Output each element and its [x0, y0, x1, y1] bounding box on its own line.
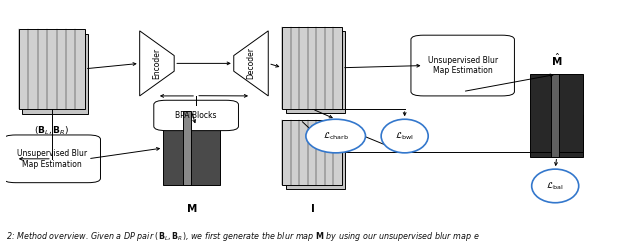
- Text: $\hat{\mathbf{I}}$: $\hat{\mathbf{I}}$: [309, 124, 316, 141]
- Text: $\mathbf{M}$: $\mathbf{M}$: [186, 202, 197, 214]
- Text: Decoder: Decoder: [246, 47, 255, 79]
- Ellipse shape: [532, 169, 579, 203]
- Text: $(\mathbf{B}_L, \mathbf{B}_R)$: $(\mathbf{B}_L, \mathbf{B}_R)$: [35, 124, 70, 137]
- Text: $\mathcal{L}_{\mathrm{charb}}$: $\mathcal{L}_{\mathrm{charb}}$: [323, 130, 349, 142]
- FancyBboxPatch shape: [183, 111, 191, 185]
- Ellipse shape: [381, 119, 428, 153]
- FancyBboxPatch shape: [19, 29, 85, 109]
- Text: $\hat{\mathbf{M}}$: $\hat{\mathbf{M}}$: [551, 51, 563, 68]
- Text: Unsupervised Blur
Map Estimation: Unsupervised Blur Map Estimation: [17, 149, 87, 168]
- Text: $\mathcal{L}_{\mathrm{bwl}}$: $\mathcal{L}_{\mathrm{bwl}}$: [396, 130, 414, 142]
- FancyBboxPatch shape: [154, 100, 239, 131]
- FancyBboxPatch shape: [3, 135, 100, 183]
- Ellipse shape: [306, 119, 365, 153]
- FancyBboxPatch shape: [552, 74, 559, 157]
- Text: $\mathcal{L}_{\mathrm{bal}}$: $\mathcal{L}_{\mathrm{bal}}$: [547, 180, 564, 192]
- Text: Unsupervised Blur
Map Estimation: Unsupervised Blur Map Estimation: [428, 56, 498, 75]
- FancyBboxPatch shape: [285, 31, 345, 113]
- FancyBboxPatch shape: [282, 27, 342, 109]
- FancyBboxPatch shape: [411, 35, 515, 96]
- FancyBboxPatch shape: [163, 111, 220, 185]
- Text: BPA Blocks: BPA Blocks: [175, 111, 217, 120]
- FancyBboxPatch shape: [530, 74, 584, 157]
- FancyBboxPatch shape: [285, 124, 345, 189]
- FancyBboxPatch shape: [282, 120, 342, 185]
- Text: $\mathbf{I}$: $\mathbf{I}$: [310, 202, 315, 214]
- Polygon shape: [140, 31, 174, 96]
- Polygon shape: [234, 31, 268, 96]
- Text: 2: Method overview. Given a DP pair $(\mathbf{B}_L, \mathbf{B}_R)$, we first gen: 2: Method overview. Given a DP pair $(\m…: [6, 230, 480, 241]
- FancyBboxPatch shape: [22, 34, 88, 114]
- Text: Encoder: Encoder: [152, 48, 161, 79]
